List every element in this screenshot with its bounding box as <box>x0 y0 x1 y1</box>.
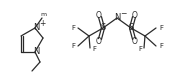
Text: O: O <box>132 11 138 20</box>
Text: F: F <box>71 43 75 49</box>
Text: O: O <box>96 11 102 20</box>
Text: F: F <box>159 25 163 31</box>
Text: +: + <box>39 20 45 29</box>
Text: F: F <box>138 46 142 52</box>
Text: N: N <box>33 47 39 57</box>
Text: O: O <box>132 37 138 46</box>
Text: m: m <box>40 12 46 17</box>
Text: S: S <box>128 23 134 32</box>
Text: F: F <box>71 25 75 31</box>
Text: F: F <box>159 43 163 49</box>
Text: S: S <box>100 23 106 32</box>
Text: N: N <box>33 23 39 32</box>
Text: N: N <box>114 14 120 23</box>
Text: −: − <box>120 9 126 18</box>
Text: O: O <box>96 37 102 46</box>
Text: F: F <box>92 46 96 52</box>
